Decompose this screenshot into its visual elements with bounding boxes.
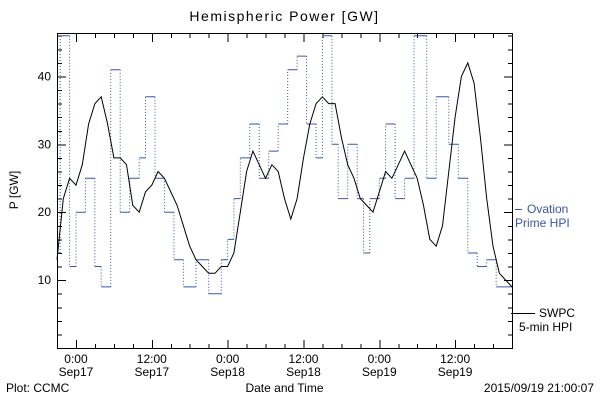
x-tick-date: Sep19	[362, 365, 397, 379]
y-tick-label: 30	[38, 137, 52, 151]
legend-ovation-line1: Ovation	[515, 202, 570, 216]
x-tick-time: 0:00	[64, 352, 88, 366]
legend-swpc-line2: 5-min HPI	[519, 320, 573, 334]
x-tick-time: 0:00	[368, 352, 392, 366]
x-tick-time: 12:00	[137, 352, 167, 366]
axis-ticks	[58, 34, 512, 348]
x-tick-date: Sep18	[286, 365, 321, 379]
y-tick-label: 20	[38, 205, 52, 219]
x-tick-date: Sep18	[210, 365, 245, 379]
chart-title: Hemispheric Power [GW]	[189, 8, 380, 24]
y-axis-label: P [GW]	[7, 170, 21, 210]
x-axis-label: Date and Time	[245, 381, 324, 395]
legend-ovation: Ovation Prime HPI	[515, 202, 570, 230]
timestamp: 2015/09/19 21:00:07	[483, 381, 594, 395]
swpc-line-sample-icon	[511, 313, 535, 315]
x-tick-time: 12:00	[440, 352, 470, 366]
x-tick-time: 12:00	[288, 352, 318, 366]
legend-ovation-line2: Prime HPI	[515, 216, 570, 230]
y-tick-labels: 10 20 30 40	[38, 69, 52, 287]
plot-credit: Plot: CCMC	[6, 381, 70, 395]
legend-swpc-line1: SWPC	[511, 306, 575, 320]
x-tick-time: 0:00	[216, 352, 240, 366]
legend-ovation-name: Ovation	[527, 202, 569, 216]
x-tick-date: Sep17	[59, 365, 94, 379]
series-ovation	[57, 35, 512, 295]
x-tick-date: Sep19	[438, 365, 473, 379]
ovation-line-sample-icon	[515, 209, 522, 211]
legend-swpc: SWPC 5-min HPI	[511, 306, 575, 334]
x-tick-date: Sep17	[134, 365, 169, 379]
plot-frame	[57, 33, 513, 349]
legend-swpc-name: SWPC	[539, 306, 575, 320]
y-tick-label: 40	[38, 69, 52, 83]
series-swpc	[56, 61, 513, 288]
y-tick-label: 10	[38, 273, 52, 287]
x-tick-labels: 0:00Sep1712:00Sep170:00Sep1812:00Sep180:…	[59, 352, 473, 379]
